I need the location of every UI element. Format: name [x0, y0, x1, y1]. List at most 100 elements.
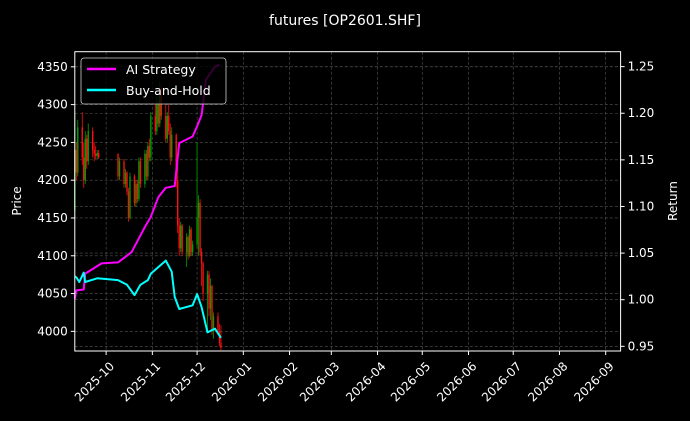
candle-body [150, 115, 152, 158]
candle-body [187, 236, 189, 256]
chart-title: futures [OP2601.SHF] [269, 13, 421, 29]
candle-body [200, 251, 203, 264]
x-tick-label: 2025-11 [118, 359, 163, 404]
y-right-tick-label: 1.15 [628, 153, 655, 167]
y-axis-label: Price [10, 186, 24, 215]
candle-body [206, 274, 209, 294]
candle-body [175, 134, 177, 181]
candle-body [148, 146, 151, 158]
y-right-tick-label: 1.05 [628, 246, 655, 260]
buy-and-hold-line [74, 259, 222, 339]
legend-label-ai: AI Strategy [126, 62, 196, 77]
candle-body [117, 153, 119, 177]
candle-body [165, 115, 167, 139]
legend: AI Strategy Buy-and-Hold [80, 57, 227, 105]
candle-body [96, 152, 98, 157]
y-right-tick-label: 1.10 [628, 199, 655, 213]
candle-body [124, 172, 127, 184]
candle-body [196, 217, 198, 245]
candle-body [136, 183, 139, 200]
candle-body [94, 153, 97, 157]
y-tick-label: 4300 [37, 98, 68, 112]
grid [74, 51, 621, 351]
candle-body [209, 286, 212, 309]
candle-body [144, 153, 146, 184]
y-right-tick-label: 1.20 [628, 106, 655, 120]
candle-body [86, 138, 88, 162]
x-tick-label: 2026-05 [388, 359, 433, 404]
candle-body [127, 191, 130, 218]
candle-body [185, 236, 188, 252]
candle-body [123, 161, 125, 184]
legend-label-bh: Buy-and-Hold [126, 83, 211, 98]
y-right-tick-label: 1.25 [628, 60, 655, 74]
y-axis-right-label: Return [666, 181, 680, 221]
y-tick-label: 4050 [37, 287, 68, 301]
candle-body [133, 176, 136, 203]
x-tick-label: 2025-10 [72, 359, 117, 404]
candle-body [176, 180, 179, 226]
candle-body [217, 316, 219, 332]
y-tick-label: 4350 [37, 60, 68, 74]
candle-body [84, 138, 86, 181]
candle-body [135, 183, 137, 203]
candle-body [179, 225, 182, 249]
candle-body [129, 176, 131, 218]
candle-body [197, 202, 200, 218]
candle-body [145, 153, 148, 177]
candle-body [166, 115, 168, 139]
axes: 2025-10 2025-11 2025-12 2026-01 2026-022026-… [37, 60, 654, 405]
candle-body [202, 263, 204, 294]
legend-box [80, 57, 227, 105]
x-tick-label: 2025-12 [163, 359, 208, 404]
ai-strategy-line [73, 63, 220, 299]
candle-body [139, 161, 142, 184]
candle-body [181, 225, 183, 252]
x-tick-label: 2026-03 [297, 359, 342, 404]
candle-body [126, 172, 128, 192]
candle-body [77, 127, 79, 173]
x-tick-label: 2026-01 [209, 359, 254, 404]
candle-body [81, 127, 83, 158]
candle-body [93, 149, 95, 154]
candle-body [91, 131, 94, 150]
candle-body [171, 134, 173, 158]
x-tick-label: 2026-08 [525, 359, 570, 404]
candle-body [97, 152, 100, 158]
x-tick-label: 2026-07 [479, 359, 524, 404]
candle-body [156, 104, 158, 132]
x-tick-label: 2026-06 [434, 359, 479, 404]
y-tick-label: 4150 [37, 211, 68, 225]
y-tick-label: 4250 [37, 135, 68, 149]
series-lines [73, 63, 222, 339]
candle-body [87, 131, 89, 162]
candle-body [169, 131, 171, 158]
candle-body [147, 146, 149, 177]
candle-body [178, 225, 180, 249]
x-tick-label: 2026-09 [571, 359, 616, 404]
candle-body [157, 104, 160, 124]
y-tick-label: 4100 [37, 249, 68, 263]
candle-body [211, 286, 213, 332]
x-tick-label: 2026-02 [255, 359, 300, 404]
candle-body [168, 115, 170, 132]
candle-body [138, 161, 140, 200]
candle-body [159, 89, 161, 124]
y-tick-label: 4000 [37, 324, 68, 338]
candle-body [220, 342, 222, 348]
candle-body [154, 115, 157, 132]
x-tick-label: 2026-04 [343, 359, 388, 404]
candle-body [208, 274, 210, 309]
candle-body [83, 157, 85, 181]
candle-body [188, 229, 191, 256]
candle-body [212, 316, 215, 332]
y-right-tick-label: 0.95 [628, 339, 655, 353]
candle-body [118, 161, 121, 177]
candle-body [199, 202, 201, 252]
candle-body [75, 149, 77, 173]
plot-frame [74, 51, 622, 352]
candle-body [190, 229, 192, 252]
y-right-tick-label: 1.00 [628, 293, 655, 307]
candle-body [191, 244, 194, 252]
